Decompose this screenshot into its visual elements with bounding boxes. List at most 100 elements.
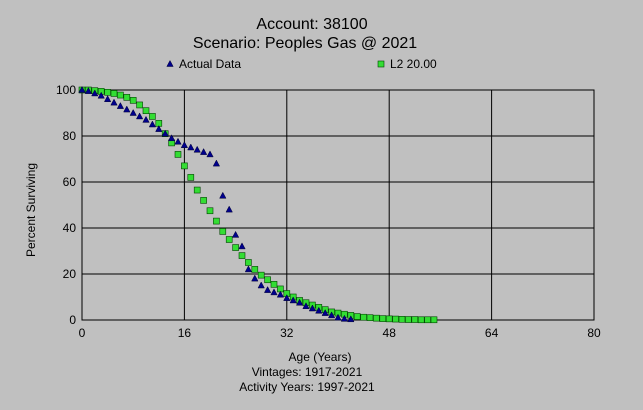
l2-curve-point — [405, 316, 412, 323]
l2-curve-point — [353, 313, 361, 320]
l2-curve-point — [117, 91, 124, 99]
y-tick-label: 80 — [63, 129, 77, 143]
l2-curve-point — [187, 174, 195, 181]
y-tick-label: 40 — [63, 221, 77, 235]
actual-data-point — [302, 302, 310, 309]
actual-data-point — [321, 309, 329, 316]
y-tick-label: 60 — [63, 175, 77, 189]
actual-data-point — [340, 314, 349, 322]
actual-data-point — [78, 85, 86, 93]
l2-curve-point — [257, 271, 265, 279]
x-tick-labels: 0 16 32 48 64 80 — [79, 326, 601, 340]
x-tick-label: 16 — [178, 326, 192, 340]
x-tick-label: 0 — [79, 326, 86, 340]
plot-area — [81, 89, 595, 321]
actual-data-point — [97, 91, 105, 99]
x-axis-label: Age (Years) — [289, 350, 352, 364]
actual-data-point — [116, 102, 125, 109]
l2-curve-point — [174, 151, 182, 158]
actual-data-point — [84, 87, 93, 94]
l2-curve-point — [206, 207, 214, 215]
footer-activity-years: Activity Years: 1997-2021 — [239, 380, 375, 394]
actual-data-point — [161, 129, 169, 137]
l2-curve-point — [238, 252, 246, 259]
l2-curve-point — [181, 162, 188, 170]
actual-data-point — [283, 294, 291, 301]
actual-data-point — [270, 288, 278, 296]
l2-curve-point — [219, 228, 227, 235]
actual-data-point — [276, 290, 285, 298]
footer-vintages: Vintages: 1917-2021 — [252, 365, 363, 379]
l2-curve-point — [245, 259, 252, 266]
actual-data-point — [225, 205, 233, 213]
actual-data-point — [327, 311, 336, 319]
legend-label: L2 20.00 — [390, 57, 437, 71]
legend-label: Actual Data — [179, 57, 241, 71]
l2-curve-point — [142, 107, 150, 114]
actual-data-point — [103, 95, 112, 102]
l2-curve-point — [392, 315, 399, 323]
actual-data-point — [199, 148, 208, 155]
actual-data-point — [148, 120, 157, 128]
l2-curve-point — [417, 316, 425, 324]
l2-curve-point — [136, 101, 143, 109]
x-tick-label: 64 — [485, 326, 499, 340]
actual-data-point — [187, 143, 195, 151]
actual-data-point — [174, 137, 182, 145]
l2-curve-point — [411, 316, 419, 323]
actual-data-point — [212, 159, 221, 167]
actual-data-point — [238, 242, 246, 250]
actual-data-point — [295, 298, 304, 306]
actual-data-point — [263, 286, 272, 293]
actual-data-point — [334, 313, 342, 321]
l2-curve-point — [379, 315, 387, 322]
chart-title: Account: 38100 — [256, 16, 367, 33]
l2-curve-point — [149, 113, 156, 120]
legend-triangle-marker — [166, 59, 174, 67]
y-axis-label: Percent Surviving — [24, 163, 38, 257]
l2-curve-point — [110, 90, 118, 97]
l2-curve-point — [264, 276, 271, 284]
x-tick-label: 48 — [383, 326, 397, 340]
x-tick-label: 32 — [280, 326, 294, 340]
actual-data-point — [129, 108, 137, 116]
l2-curve-point — [104, 89, 111, 96]
actual-data-point — [135, 112, 144, 120]
actual-data-point — [347, 315, 355, 323]
actual-data-point — [289, 296, 297, 304]
actual-data-point — [193, 145, 201, 153]
gridlines — [81, 89, 595, 321]
actual-data-point — [167, 134, 176, 142]
actual-data-point — [308, 304, 317, 312]
l2-curve-point — [430, 316, 438, 324]
y-tick-label: 20 — [63, 267, 77, 281]
l2-curve-point — [424, 316, 431, 324]
l2-curve-point — [385, 315, 393, 323]
l2-curve-point — [193, 186, 201, 194]
l2-curve-point — [232, 244, 239, 251]
l2-curve-point — [366, 314, 374, 322]
l2-curve-point — [129, 97, 137, 104]
chart-subtitle: Scenario: Peoples Gas @ 2021 — [193, 35, 417, 52]
l2-curve-point — [398, 316, 406, 323]
legend-square-marker — [377, 60, 385, 68]
l2-curve-point — [373, 314, 380, 322]
actual-data-point — [155, 125, 163, 132]
x-tick-label: 80 — [587, 326, 601, 340]
l2-curve-point — [123, 94, 131, 101]
actual-data-point — [110, 98, 118, 106]
actual-data-point — [251, 274, 259, 282]
actual-data-point — [244, 265, 253, 273]
actual-data-point — [142, 115, 150, 123]
actual-data-point — [206, 150, 214, 158]
y-tick-label: 0 — [69, 313, 76, 327]
data-points — [78, 85, 438, 324]
l2-curve-point — [200, 197, 207, 204]
actual-data-point — [257, 281, 265, 289]
l2-curve-point — [270, 281, 278, 288]
l2-curve-point — [360, 313, 367, 321]
y-tick-labels: 0 20 40 60 80 100 — [56, 83, 76, 327]
actual-data-point — [219, 191, 227, 199]
l2-curve-point — [251, 266, 259, 273]
